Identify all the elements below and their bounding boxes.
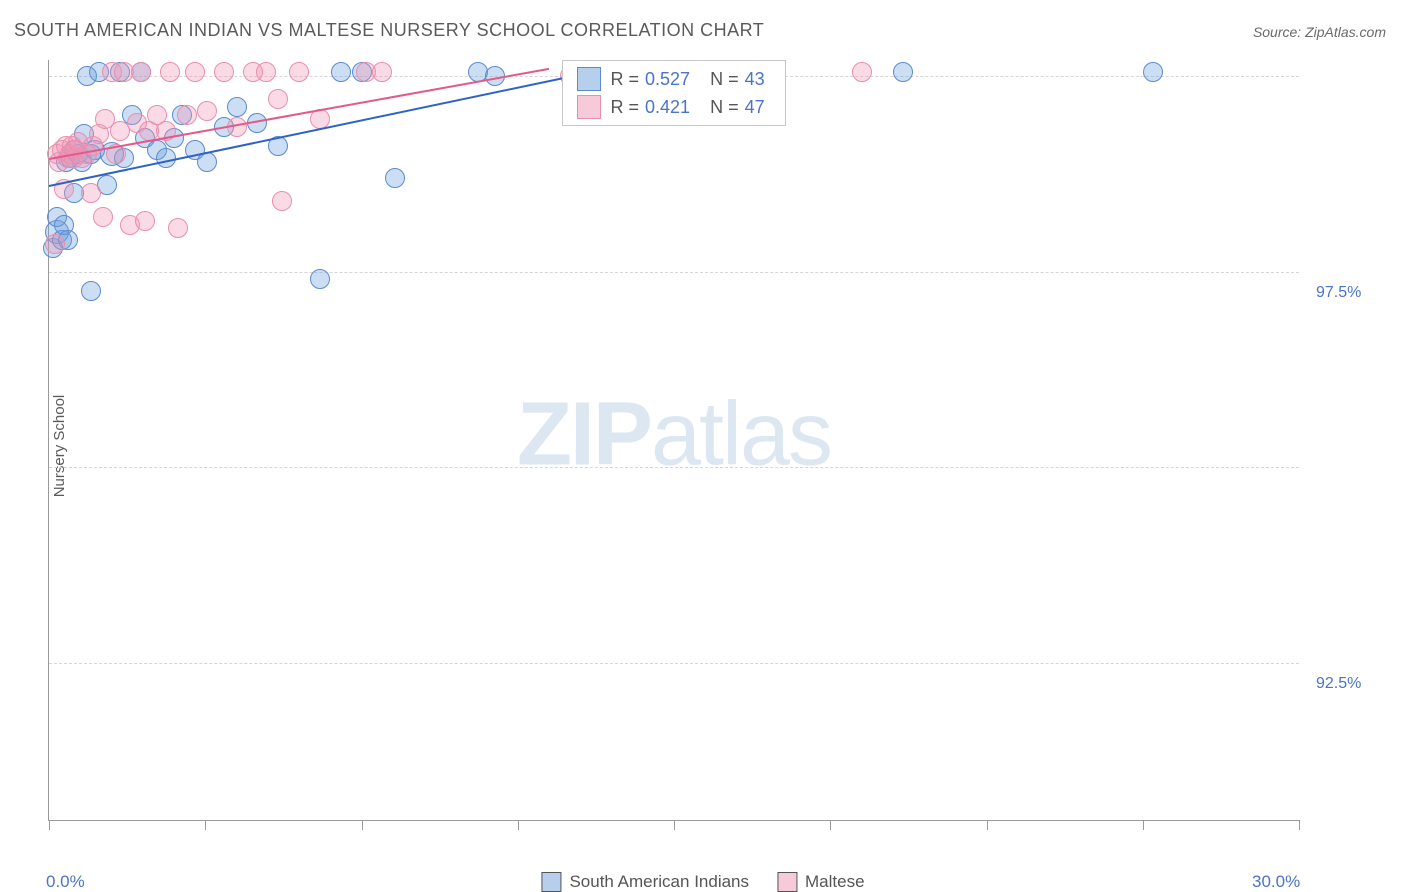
stats-legend-row: R = 0.527 N = 43 [563,65,785,93]
point-pink [289,62,309,82]
point-pink [852,62,872,82]
source-label: Source: ZipAtlas.com [1253,24,1386,40]
point-pink [93,207,113,227]
stats-legend-row: R = 0.421 N = 47 [563,93,785,121]
point-pink [197,101,217,121]
point-pink [168,218,188,238]
x-tick [987,820,988,830]
x-tick [49,820,50,830]
bottom-legend-label: Maltese [805,872,865,892]
point-pink [272,191,292,211]
point-pink [268,89,288,109]
stats-legend: R = 0.527 N = 43 R = 0.421 N = 47 [562,60,786,126]
stat-n-label: N = [710,97,739,118]
point-blue [310,269,330,289]
watermark-bold: ZIP [517,384,651,484]
point-pink [45,234,65,254]
stat-n-value: 43 [745,69,765,90]
point-blue [81,281,101,301]
point-blue [385,168,405,188]
grid-line [49,272,1299,273]
x-tick [674,820,675,830]
stat-n-value: 47 [745,97,765,118]
point-blue [227,97,247,117]
y-tick-label: 97.5% [1316,284,1361,302]
x-tick-label: 30.0% [1252,872,1300,892]
point-pink [160,62,180,82]
point-pink [81,183,101,203]
point-pink [135,211,155,231]
point-blue [331,62,351,82]
bottom-legend-item: Maltese [777,872,865,892]
bottom-legend-item: South American Indians [541,872,749,892]
point-pink [177,105,197,125]
legend-swatch-blue [577,67,601,91]
x-tick [205,820,206,830]
x-tick [1299,820,1300,830]
x-tick [830,820,831,830]
bottom-legend: South American Indians Maltese [541,872,864,892]
x-tick [1143,820,1144,830]
stat-n-label: N = [710,69,739,90]
x-tick-label: 0.0% [46,872,85,892]
point-blue [893,62,913,82]
point-pink [185,62,205,82]
grid-line [49,467,1299,468]
chart-container: SOUTH AMERICAN INDIAN VS MALTESE NURSERY… [0,0,1406,892]
legend-swatch-blue [541,872,561,892]
chart-title: SOUTH AMERICAN INDIAN VS MALTESE NURSERY… [14,20,764,41]
point-pink [214,62,234,82]
watermark-rest: atlas [651,384,831,484]
stat-r-label: R = [611,97,640,118]
point-pink [372,62,392,82]
stat-r-label: R = [611,69,640,90]
plot-area: ZIPatlas R = 0.527 N = 43 R = 0.421 N = … [48,60,1299,821]
x-tick [518,820,519,830]
point-pink [131,62,151,82]
grid-line [49,663,1299,664]
stat-r-value: 0.527 [645,69,690,90]
bottom-legend-label: South American Indians [569,872,749,892]
watermark: ZIPatlas [517,383,831,486]
legend-swatch-pink [777,872,797,892]
x-tick [362,820,363,830]
point-blue [1143,62,1163,82]
legend-swatch-pink [577,95,601,119]
y-tick-label: 92.5% [1316,675,1361,693]
point-pink [256,62,276,82]
stat-r-value: 0.421 [645,97,690,118]
